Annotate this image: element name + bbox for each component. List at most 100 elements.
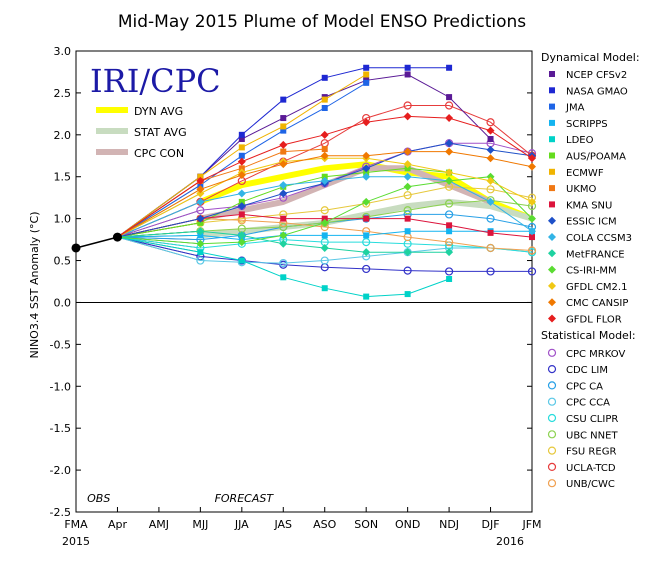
legend-label: GFDL FLOR xyxy=(566,315,622,326)
model-point xyxy=(486,172,495,181)
legend-label: NASA GMAO xyxy=(566,86,628,97)
model-point xyxy=(320,151,329,160)
model-point xyxy=(444,101,454,110)
model-point xyxy=(445,114,454,123)
x-tick-label: FMA xyxy=(64,518,88,531)
model-point xyxy=(363,215,370,222)
model-point xyxy=(321,96,328,103)
x-tick-label: ASO xyxy=(313,518,337,531)
legend-label: CMC CANSIP xyxy=(566,298,628,309)
y-tick-label: -1.0 xyxy=(50,380,71,393)
observed-point xyxy=(71,243,81,253)
legend-marker xyxy=(547,462,557,471)
model-point xyxy=(363,64,370,71)
model-line xyxy=(117,115,533,238)
model-point xyxy=(446,94,453,101)
model-line xyxy=(117,236,450,298)
model-point xyxy=(445,248,454,257)
legend-label: KMA SNU xyxy=(566,200,612,211)
legend-label: ECMWF xyxy=(566,168,604,179)
legend-marker xyxy=(548,216,556,225)
model-point xyxy=(237,171,246,180)
model-point xyxy=(529,234,535,241)
model-point xyxy=(280,115,287,122)
model-point xyxy=(403,101,412,110)
model-point xyxy=(404,64,411,71)
model-point xyxy=(444,238,454,247)
y-tick-label: 2.5 xyxy=(54,87,72,100)
model-point xyxy=(362,151,371,160)
model-line xyxy=(117,82,367,238)
model-point xyxy=(362,164,371,173)
model-point xyxy=(197,249,204,256)
legend-marker xyxy=(549,103,555,110)
legend-marker xyxy=(549,185,555,192)
model-line xyxy=(117,157,533,238)
y-tick-label: -2.0 xyxy=(50,464,71,477)
model-point xyxy=(486,185,495,194)
legend-label: NCEP CFSv2 xyxy=(566,70,627,81)
observed-point xyxy=(112,232,122,242)
legend: Dynamical Model: NCEP CFSv2 NASA GMAO JMA SC… xyxy=(541,51,640,490)
legend-marker xyxy=(549,152,555,159)
model-point xyxy=(279,181,288,190)
model-point xyxy=(403,160,412,169)
model-line xyxy=(117,142,533,238)
model-point xyxy=(238,152,245,159)
y-tick-label: 0.5 xyxy=(54,255,72,268)
model-point xyxy=(320,130,329,139)
x-tick-label: Apr xyxy=(108,518,128,531)
model-point xyxy=(280,148,287,155)
model-point xyxy=(446,275,453,282)
legend-marker xyxy=(548,298,556,307)
model-point xyxy=(321,215,328,222)
x-tick-label: SON xyxy=(354,518,378,531)
legend-label: GFDL CM2.1 xyxy=(566,282,627,293)
model-point xyxy=(196,176,205,185)
model-point xyxy=(320,206,329,215)
legend-marker xyxy=(547,348,557,357)
y-tick-label: 0.0 xyxy=(54,296,72,309)
model-point xyxy=(445,176,454,185)
model-point xyxy=(321,104,328,111)
model-line xyxy=(117,74,367,238)
model-point xyxy=(527,267,537,276)
model-point xyxy=(279,189,288,198)
legend-label: MetFRANCE xyxy=(566,249,625,260)
legend-group-dynamical: Dynamical Model: xyxy=(541,51,640,64)
legend-label: UNB/CWC xyxy=(566,479,615,490)
model-point xyxy=(197,182,204,189)
model-point xyxy=(403,266,412,275)
model-point xyxy=(527,246,537,255)
model-point xyxy=(320,256,329,265)
model-point xyxy=(404,165,411,172)
model-point xyxy=(238,165,245,172)
legend-marker xyxy=(548,265,556,274)
model-point xyxy=(321,232,328,239)
model-point xyxy=(528,197,536,206)
legend-marker xyxy=(547,430,557,439)
model-point xyxy=(321,74,328,81)
model-point xyxy=(486,126,495,135)
model-point xyxy=(362,118,371,127)
model-point xyxy=(321,173,328,180)
legend-label: SCRIPPS xyxy=(566,119,608,130)
y-tick-label: 2.0 xyxy=(54,129,72,142)
model-line xyxy=(117,218,533,251)
year-label-start: 2015 xyxy=(62,535,90,548)
model-line xyxy=(117,167,450,238)
model-point xyxy=(404,228,411,235)
model-point xyxy=(446,64,453,71)
model-point xyxy=(196,256,205,265)
legend-marker xyxy=(547,446,557,455)
model-point xyxy=(486,214,495,223)
legend-label: ESSIC ICM xyxy=(566,217,617,228)
average-line xyxy=(197,198,535,239)
model-point xyxy=(321,146,328,153)
model-point xyxy=(444,210,454,219)
year-label-end: 2016 xyxy=(496,535,524,548)
model-point xyxy=(444,199,454,208)
legend-marker xyxy=(549,168,555,175)
model-point xyxy=(444,267,454,276)
model-line xyxy=(117,176,533,238)
